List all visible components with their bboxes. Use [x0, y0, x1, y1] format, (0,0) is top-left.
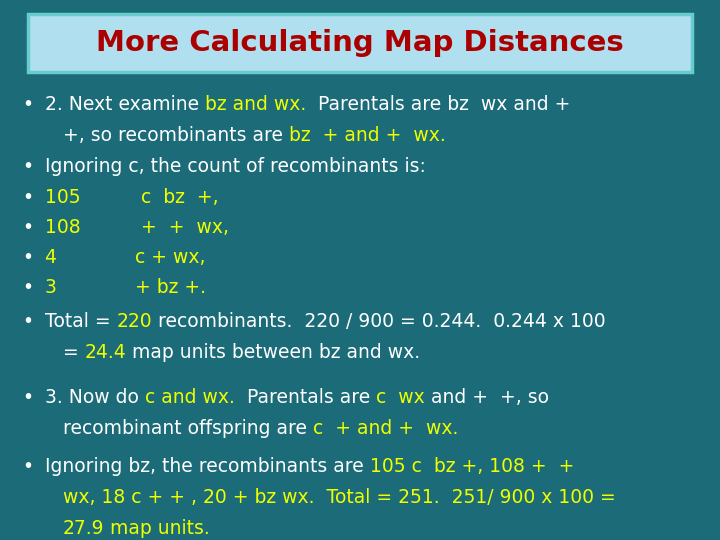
Text: 2. Next examine: 2. Next examine — [45, 95, 205, 114]
Text: 4: 4 — [45, 248, 135, 267]
Text: map units.: map units. — [104, 519, 210, 538]
Text: •: • — [22, 388, 33, 407]
Text: c  wx: c wx — [376, 388, 425, 407]
Text: Total =: Total = — [45, 312, 117, 331]
Text: Parentals are: Parentals are — [235, 388, 376, 407]
Text: Ignoring c, the count of recombinants is:: Ignoring c, the count of recombinants is… — [45, 157, 426, 176]
Text: •: • — [22, 248, 33, 267]
Text: + bz +.: + bz +. — [135, 278, 206, 297]
Text: 105 c  bz +, 108 +  +: 105 c bz +, 108 + + — [370, 457, 574, 476]
Text: 105: 105 — [45, 188, 140, 207]
Text: bz and wx.: bz and wx. — [205, 95, 307, 114]
FancyBboxPatch shape — [28, 14, 692, 72]
Text: c and wx.: c and wx. — [145, 388, 235, 407]
Text: +  +  wx,: + + wx, — [140, 218, 229, 237]
Text: •: • — [22, 157, 33, 176]
Text: wx, 18 c + + , 20 + bz wx.  Total = 251.  251/ 900 x 100 =: wx, 18 c + + , 20 + bz wx. Total = 251. … — [63, 488, 616, 507]
Text: 24.4: 24.4 — [85, 343, 127, 362]
Text: recombinant offspring are: recombinant offspring are — [63, 419, 313, 438]
Text: •: • — [22, 95, 33, 114]
Text: Parentals are bz  wx and +: Parentals are bz wx and + — [307, 95, 571, 114]
Text: bz  + and +  wx.: bz + and + wx. — [289, 126, 446, 145]
Text: •: • — [22, 278, 33, 297]
Text: =: = — [63, 343, 85, 362]
Text: 108: 108 — [45, 218, 140, 237]
Text: •: • — [22, 188, 33, 207]
Text: map units between bz and wx.: map units between bz and wx. — [127, 343, 420, 362]
Text: 27.9: 27.9 — [63, 519, 104, 538]
Text: c + wx,: c + wx, — [135, 248, 205, 267]
Text: •: • — [22, 218, 33, 237]
Text: •: • — [22, 312, 33, 331]
Text: +, so recombinants are: +, so recombinants are — [63, 126, 289, 145]
Text: recombinants.  220 / 900 = 0.244.  0.244 x 100: recombinants. 220 / 900 = 0.244. 0.244 x… — [152, 312, 606, 331]
Text: 220: 220 — [117, 312, 152, 331]
Text: •: • — [22, 457, 33, 476]
Text: 3: 3 — [45, 278, 135, 297]
Text: c  + and +  wx.: c + and + wx. — [313, 419, 459, 438]
Text: c  bz  +,: c bz +, — [140, 188, 218, 207]
Text: More Calculating Map Distances: More Calculating Map Distances — [96, 29, 624, 57]
Text: and +  +, so: and + +, so — [425, 388, 549, 407]
Text: Ignoring bz, the recombinants are: Ignoring bz, the recombinants are — [45, 457, 370, 476]
Text: 3. Now do: 3. Now do — [45, 388, 145, 407]
